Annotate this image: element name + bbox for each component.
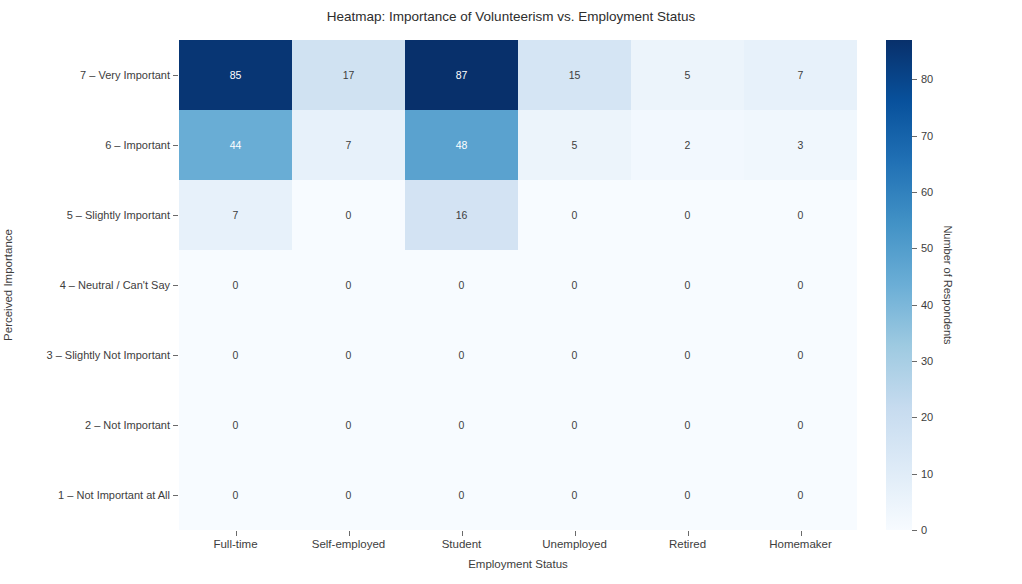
heatmap-figure: Heatmap: Importance of Volunteerism vs. … (0, 0, 1022, 584)
heatmap-cell[interactable]: 0 (631, 390, 744, 460)
x-tick-label: Unemployed (542, 538, 607, 550)
y-tick-mark (173, 355, 178, 356)
heatmap-cell[interactable]: 0 (518, 390, 631, 460)
colorbar-tick-mark (912, 248, 917, 249)
colorbar-tick-label: 30 (921, 355, 933, 367)
heatmap-cell[interactable]: 0 (744, 180, 857, 250)
y-tick-mark (173, 285, 178, 286)
heatmap-cell[interactable]: 0 (292, 250, 405, 320)
y-tick-label: 3 – Slightly Not Important (5, 349, 170, 361)
x-tick-mark (688, 531, 689, 536)
y-tick-mark (173, 145, 178, 146)
x-tick-mark (575, 531, 576, 536)
y-tick-label: 6 – Important (5, 139, 170, 151)
heatmap-cell[interactable]: 0 (292, 460, 405, 530)
colorbar-title: Number of Respondents (942, 225, 954, 344)
heatmap-cell[interactable]: 0 (631, 320, 744, 390)
colorbar-tick-mark (912, 361, 917, 362)
heatmap-cell[interactable]: 16 (405, 180, 518, 250)
heatmap-cell[interactable]: 0 (179, 390, 292, 460)
heatmap-cell[interactable]: 0 (405, 320, 518, 390)
y-tick-mark (173, 75, 178, 76)
y-tick-label: 1 – Not Important at All (5, 489, 170, 501)
heatmap-cell[interactable]: 0 (631, 250, 744, 320)
heatmap-cell[interactable]: 7 (179, 180, 292, 250)
heatmap-cell[interactable]: 0 (744, 390, 857, 460)
x-tick-label: Student (442, 538, 482, 550)
heatmap-cell[interactable]: 0 (179, 320, 292, 390)
colorbar-tick-label: 50 (921, 242, 933, 254)
colorbar-tick-mark (912, 530, 917, 531)
x-tick-mark (349, 531, 350, 536)
y-tick-label: 7 – Very Important (5, 69, 170, 81)
heatmap-cell[interactable]: 85 (179, 40, 292, 110)
heatmap-cell[interactable]: 3 (744, 110, 857, 180)
colorbar-tick-label: 20 (921, 411, 933, 423)
heatmap-cell[interactable]: 0 (631, 180, 744, 250)
heatmap-cell[interactable]: 0 (292, 390, 405, 460)
heatmap-plot: 8517871557447485237016000000000000000000… (179, 40, 857, 530)
colorbar-tick-label: 10 (921, 468, 933, 480)
heatmap-cell[interactable]: 0 (518, 250, 631, 320)
heatmap-cell[interactable]: 0 (292, 320, 405, 390)
heatmap-cell[interactable]: 0 (405, 250, 518, 320)
heatmap-cell[interactable]: 0 (518, 460, 631, 530)
y-tick-label: 2 – Not Important (5, 419, 170, 431)
colorbar-tick-mark (912, 417, 917, 418)
heatmap-cell[interactable]: 2 (631, 110, 744, 180)
x-tick-label: Self-employed (312, 538, 386, 550)
y-tick-label: 4 – Neutral / Can't Say (5, 279, 170, 291)
colorbar-tick-label: 60 (921, 186, 933, 198)
colorbar-tick-mark (912, 305, 917, 306)
heatmap-cell[interactable]: 7 (744, 40, 857, 110)
heatmap-cell[interactable]: 0 (179, 250, 292, 320)
heatmap-cell[interactable]: 44 (179, 110, 292, 180)
heatmap-cell[interactable]: 7 (292, 110, 405, 180)
heatmap-cell[interactable]: 0 (518, 180, 631, 250)
y-tick-label: 5 – Slightly Important (5, 209, 170, 221)
x-tick-label: Homemaker (769, 538, 832, 550)
y-tick-mark (173, 495, 178, 496)
colorbar-tick-label: 70 (921, 130, 933, 142)
x-tick-label: Full-time (213, 538, 257, 550)
colorbar-gradient (886, 40, 912, 530)
heatmap-cell[interactable]: 0 (405, 460, 518, 530)
heatmap-cell[interactable]: 0 (744, 320, 857, 390)
chart-title: Heatmap: Importance of Volunteerism vs. … (0, 9, 1022, 24)
heatmap-cell[interactable]: 0 (744, 460, 857, 530)
heatmap-cell[interactable]: 0 (179, 460, 292, 530)
heatmap-cell[interactable]: 5 (518, 110, 631, 180)
heatmap-cell[interactable]: 0 (292, 180, 405, 250)
heatmap-cell[interactable]: 0 (744, 250, 857, 320)
heatmap-cell[interactable]: 17 (292, 40, 405, 110)
heatmap-cell[interactable]: 87 (405, 40, 518, 110)
heatmap-cell[interactable]: 0 (405, 390, 518, 460)
y-tick-mark (173, 215, 178, 216)
colorbar-tick-label: 40 (921, 299, 933, 311)
y-tick-mark (173, 425, 178, 426)
colorbar-tick-label: 0 (921, 524, 927, 536)
heatmap-cell[interactable]: 48 (405, 110, 518, 180)
colorbar-tick-mark (912, 136, 917, 137)
x-axis-title: Employment Status (468, 558, 568, 570)
heatmap-cell[interactable]: 0 (518, 320, 631, 390)
x-tick-mark (236, 531, 237, 536)
colorbar-tick-mark (912, 79, 917, 80)
x-tick-mark (801, 531, 802, 536)
colorbar-tick-label: 80 (921, 73, 933, 85)
x-tick-label: Retired (669, 538, 706, 550)
colorbar-tick-mark (912, 192, 917, 193)
heatmap-cell[interactable]: 15 (518, 40, 631, 110)
heatmap-cell[interactable]: 0 (631, 460, 744, 530)
colorbar-tick-mark (912, 474, 917, 475)
heatmap-cell[interactable]: 5 (631, 40, 744, 110)
x-tick-mark (462, 531, 463, 536)
